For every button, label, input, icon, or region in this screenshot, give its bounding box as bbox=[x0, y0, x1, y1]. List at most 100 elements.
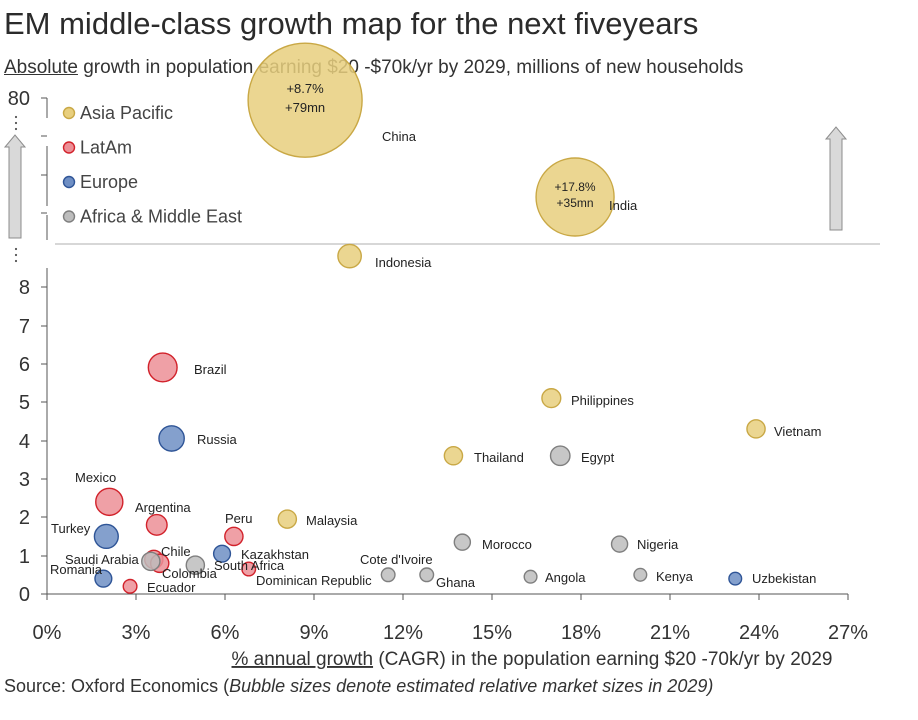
bubble-kazakhstan bbox=[212, 544, 232, 563]
x-tick-label: 21% bbox=[650, 622, 690, 644]
legend-label: Africa & Middle East bbox=[80, 207, 242, 227]
y-tick-label: 7 bbox=[19, 316, 30, 338]
bubble-label: Vietnam bbox=[774, 424, 821, 439]
chart-title: EM middle-class growth map for the next … bbox=[4, 6, 699, 41]
legend-label: LatAm bbox=[80, 138, 132, 158]
subtitle-emphasis: Absolute bbox=[4, 57, 78, 78]
legend: Asia Pacific LatAm Europe Africa & Middle E… bbox=[62, 103, 242, 227]
bubble-ghana bbox=[419, 567, 435, 583]
y-tick-label: 80 bbox=[8, 88, 30, 110]
x-axis-label-text: (CAGR) in the population earning $20 -70… bbox=[373, 649, 832, 670]
bubble-labels-layer: China India Indonesia Philippines Vietnam Tha… bbox=[50, 129, 821, 595]
bubble-angola bbox=[523, 569, 538, 584]
bubble-uzbekistan bbox=[728, 571, 743, 586]
chart-source: Source: Oxford Economics (Bubble sizes d… bbox=[4, 676, 713, 697]
bubble-label: Russia bbox=[197, 432, 238, 447]
bubble-vietnam bbox=[746, 419, 766, 439]
axis-break-dot bbox=[14, 115, 18, 119]
y-tick-label: 5 bbox=[19, 392, 30, 414]
y-tick-label: 0 bbox=[19, 584, 30, 606]
bubble-ecuador bbox=[122, 578, 138, 594]
bubble-saudi-arabia bbox=[141, 551, 161, 572]
bubble-label: South Africa bbox=[214, 558, 285, 573]
bubble-label: Egypt bbox=[581, 450, 615, 465]
x-tick-label: 6% bbox=[211, 622, 240, 644]
x-tick-label: 24% bbox=[739, 622, 779, 644]
bubble-label: Chile bbox=[161, 544, 191, 559]
x-tick-label: 0% bbox=[33, 622, 62, 644]
axes-layer: 0% 3% 6% 9% 12% 15% 18% 21% 24% 27% 0 1 2 3 4 5 6 7 8 80 bbox=[3, 88, 880, 644]
y-tick-label: 2 bbox=[19, 507, 30, 529]
bubble-label: Philippines bbox=[571, 393, 634, 408]
bubble-label: Dominican Republic bbox=[256, 573, 372, 588]
bubble-label: Kazakhstan bbox=[241, 547, 309, 562]
x-tick-label: 9% bbox=[300, 622, 329, 644]
legend-marker bbox=[62, 210, 76, 223]
bubble-label: Mexico bbox=[75, 470, 116, 485]
y-tick-label: 8 bbox=[19, 277, 30, 299]
bubble-label: Argentina bbox=[135, 500, 191, 515]
bubble-label: Turkey bbox=[51, 521, 91, 536]
bubble-romania bbox=[94, 569, 113, 588]
x-tick-label: 3% bbox=[122, 622, 151, 644]
x-tick-label: 18% bbox=[561, 622, 601, 644]
bubble-label: India bbox=[609, 198, 638, 213]
bubble-morocco bbox=[453, 533, 472, 551]
bubble-label: Ecuador bbox=[147, 580, 196, 595]
x-axis-label-emphasis: % annual growth bbox=[232, 649, 374, 670]
axis-break-dot bbox=[14, 259, 18, 263]
bubble-label: Nigeria bbox=[637, 537, 679, 552]
bubble-annotation-growth: +8.7% bbox=[286, 81, 324, 96]
bubble-turkey bbox=[93, 523, 119, 550]
x-axis-label: % annual growth (CAGR) in the population… bbox=[232, 649, 833, 670]
legend-label: Asia Pacific bbox=[80, 103, 173, 123]
bubble-label: Peru bbox=[225, 511, 252, 526]
bubble-indonesia bbox=[337, 243, 362, 269]
bubble-china bbox=[247, 42, 363, 158]
axis-break-dot bbox=[14, 127, 18, 131]
legend-label: Europe bbox=[80, 172, 138, 192]
bubble-label: Malaysia bbox=[306, 513, 358, 528]
bubble-annotation-growth: +17.8% bbox=[555, 180, 596, 194]
bubble-label: Morocco bbox=[482, 537, 532, 552]
y-tick-label: 1 bbox=[19, 546, 30, 568]
bubble-annotation-count: +79mn bbox=[285, 100, 325, 115]
bubble-argentina bbox=[145, 513, 168, 536]
bubble-thailand bbox=[443, 445, 464, 466]
bubble-label: Kenya bbox=[656, 569, 694, 584]
axis-break-dot bbox=[14, 247, 18, 251]
bubble-malaysia bbox=[277, 509, 298, 529]
bubble-peru bbox=[224, 526, 244, 547]
bubble-south-africa bbox=[185, 555, 206, 575]
y-tick-label: 6 bbox=[19, 354, 30, 376]
bubble-nigeria bbox=[610, 535, 629, 553]
x-tick-label: 27% bbox=[828, 622, 868, 644]
x-tick-label: 12% bbox=[383, 622, 423, 644]
x-tick-label: 15% bbox=[472, 622, 512, 644]
bubble-label: Saudi Arabia bbox=[65, 552, 139, 567]
legend-marker bbox=[62, 141, 76, 154]
bubble-label: Brazil bbox=[194, 362, 227, 377]
y-tick-label: 4 bbox=[19, 431, 30, 453]
bubble-label: Cote d'Ivoire bbox=[360, 552, 433, 567]
bubble-label: Angola bbox=[545, 570, 586, 585]
up-arrow-icon bbox=[3, 134, 27, 239]
bubble-label: Romania bbox=[50, 562, 103, 577]
legend-marker bbox=[62, 106, 76, 120]
bubble-brazil bbox=[147, 352, 178, 383]
source-note: Bubble sizes denote estimated relative m… bbox=[229, 676, 714, 696]
bubble-india bbox=[535, 157, 615, 237]
subtitle-text: growth in population earning $20 -$70k/y… bbox=[77, 57, 744, 78]
source-text: Source: Oxford Economics ( bbox=[4, 676, 230, 696]
legend-marker bbox=[62, 175, 76, 189]
bubble-philippines bbox=[541, 388, 562, 409]
bubble-label: Indonesia bbox=[375, 255, 432, 270]
bubble-annotation-count: +35mn bbox=[557, 196, 594, 210]
bubble-kenya bbox=[633, 567, 648, 582]
y-tick-label: 3 bbox=[19, 469, 30, 491]
axis-break-dot bbox=[14, 253, 18, 257]
bubble-label: Thailand bbox=[474, 450, 524, 465]
bubble-mexico bbox=[95, 487, 124, 517]
bubble-dominican-republic bbox=[241, 561, 257, 577]
